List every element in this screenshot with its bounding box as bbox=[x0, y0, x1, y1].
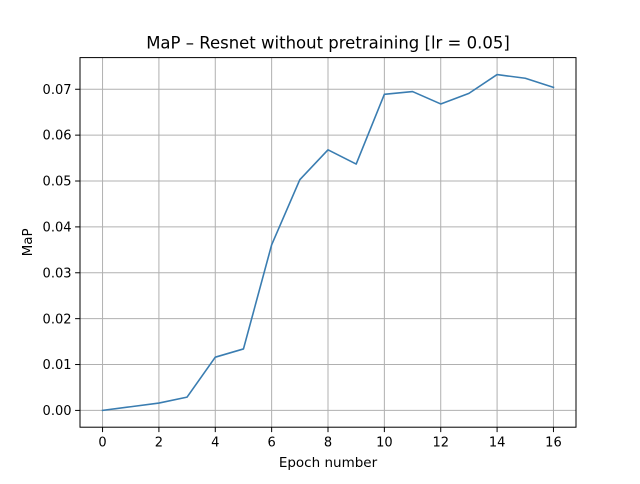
x-tick-label: 16 bbox=[545, 436, 562, 451]
series-layer bbox=[101, 73, 555, 412]
data-point bbox=[271, 244, 273, 246]
x-tick-label: 4 bbox=[211, 436, 219, 451]
y-tick-label: 0.05 bbox=[43, 175, 72, 190]
grid-layer bbox=[80, 57, 576, 428]
x-tick-label: 6 bbox=[267, 436, 275, 451]
data-point bbox=[440, 103, 442, 105]
y-tick-label: 0.00 bbox=[43, 404, 72, 419]
y-tick-label: 0.07 bbox=[43, 83, 72, 98]
data-point bbox=[327, 149, 329, 151]
data-point bbox=[158, 402, 160, 404]
y-tick-label: 0.02 bbox=[43, 312, 72, 327]
data-point bbox=[468, 93, 470, 95]
tick-layer: 0 2 4 6 8 10 12 14 16 0.00 0.01 0.02 0.03 0.04 0.05 0.0… bbox=[43, 83, 562, 451]
data-point bbox=[412, 91, 414, 93]
data-point bbox=[355, 163, 357, 165]
x-tick-label: 0 bbox=[98, 436, 106, 451]
x-tick-label: 8 bbox=[324, 436, 332, 451]
data-point bbox=[186, 396, 188, 398]
data-point bbox=[384, 94, 386, 96]
series-line-0 bbox=[101, 73, 555, 412]
data-point bbox=[496, 74, 498, 76]
data-point bbox=[130, 406, 132, 408]
y-axis-label: MaP bbox=[20, 228, 36, 256]
data-point bbox=[214, 356, 216, 358]
data-point bbox=[299, 179, 301, 181]
y-tick-label: 0.04 bbox=[43, 220, 72, 235]
x-tick-label: 10 bbox=[376, 436, 393, 451]
x-axis-label: Epoch number bbox=[279, 455, 378, 471]
y-tick-label: 0.06 bbox=[43, 129, 72, 144]
chart-title: MaP – Resnet without pretraining [lr = 0… bbox=[146, 34, 510, 53]
x-tick-label: 2 bbox=[155, 436, 163, 451]
data-point bbox=[243, 348, 245, 350]
x-tick-label: 14 bbox=[489, 436, 506, 451]
x-tick-label: 12 bbox=[432, 436, 449, 451]
data-point bbox=[102, 410, 104, 412]
data-point bbox=[553, 87, 555, 89]
y-tick-label: 0.03 bbox=[43, 266, 72, 281]
y-tick-label: 0.01 bbox=[43, 358, 72, 373]
data-point bbox=[524, 77, 526, 79]
